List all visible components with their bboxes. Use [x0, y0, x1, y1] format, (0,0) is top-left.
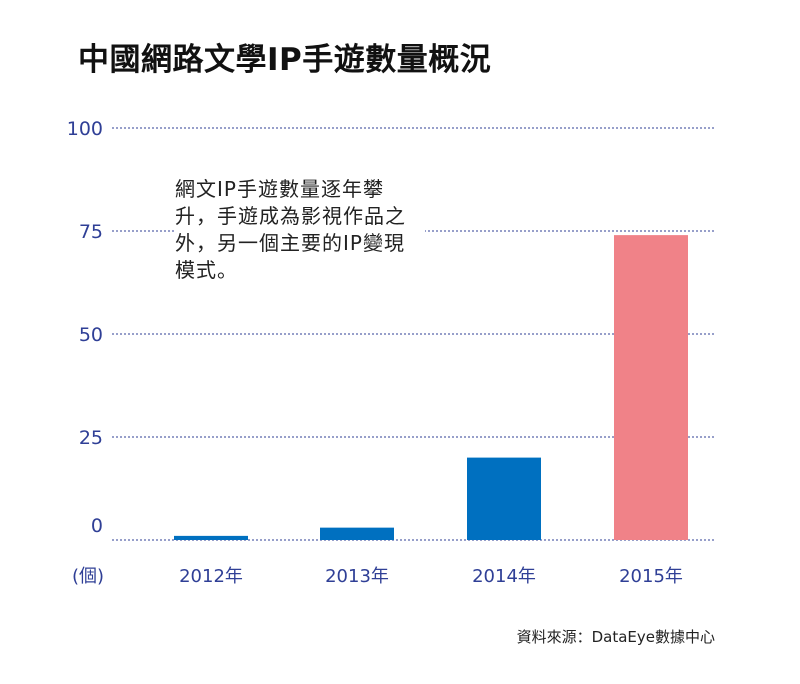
x-tick-label: 2012年 [179, 566, 243, 587]
x-tick-label: 2015年 [619, 566, 683, 587]
y-tick-label: 25 [79, 427, 103, 449]
x-axis-ticks: 2012年 2013年 2014年 2015年 [179, 566, 683, 587]
bars [174, 235, 688, 540]
bar-2014年 [467, 457, 541, 540]
y-tick-label: 100 [67, 118, 103, 140]
annotation-text: 網文IP手遊數量逐年攀升，手遊成為影視作品之外，另一個主要的IP變現模式。 [175, 176, 425, 284]
x-tick-label: 2014年 [472, 566, 536, 587]
y-axis-unit-label: (個) [72, 566, 104, 587]
source-note: 資料來源：DataEye數據中心 [516, 628, 715, 646]
y-tick-label: 50 [79, 324, 103, 346]
bar-2013年 [320, 527, 394, 540]
y-tick-label: 75 [79, 221, 103, 243]
chart-title: 中國網路文學IP手遊數量概況 [78, 42, 492, 78]
x-tick-label: 2013年 [325, 566, 389, 587]
y-axis-ticks: 0 25 50 75 100 [67, 118, 103, 537]
y-tick-label: 0 [91, 515, 103, 537]
bar-2015年 [614, 235, 688, 540]
bar-2012年 [174, 535, 248, 540]
